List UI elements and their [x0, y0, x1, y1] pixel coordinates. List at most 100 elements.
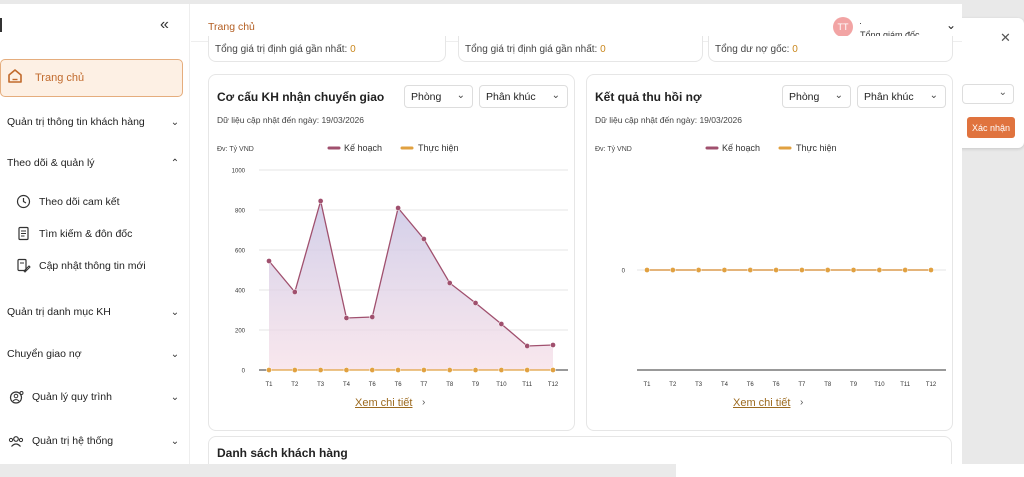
x-tick-label: T2 — [669, 382, 677, 388]
sidebar-item-process[interactable]: Quản lý quy trình ⌄ — [0, 388, 183, 406]
edit-document-icon — [14, 258, 32, 273]
breadcrumb[interactable]: Trang chủ — [208, 21, 255, 33]
sidebar-item-label: Quản trị hệ thống — [32, 435, 114, 447]
close-icon[interactable]: ✕ — [1000, 30, 1011, 45]
chart-card-debt-recovery: Kết quả thu hồi nợ Phòng ⌄ Phân khúc ⌄ D… — [586, 74, 953, 431]
sidebar-item-debt-transfer[interactable]: Chuyển giao nợ ⌄ — [0, 346, 183, 362]
sidebar-item-customer-info[interactable]: Quản trị thông tin khách hàng ⌄ — [0, 114, 183, 130]
x-tick-label: T1 — [643, 382, 651, 388]
sidebar-item-monitoring[interactable]: Theo dõi & quản lý ⌃ — [0, 155, 183, 171]
sidebar-subitem-label: Tìm kiếm & đôn đốc — [39, 227, 133, 240]
list-title: Danh sách khách hàng — [217, 446, 348, 460]
sidebar-item-home[interactable]: Trang chủ — [0, 59, 183, 97]
x-tick-label: T4 — [721, 382, 729, 388]
recovery-line-chart: Đv: Tỷ VND Kế hoạch Thực hiện 0 T1 T2 T3 T4 T… — [595, 143, 946, 388]
sidebar-subitem-label: Theo dõi cam kết — [39, 195, 120, 208]
chevron-down-icon: ⌄ — [170, 348, 180, 360]
chart-card-transfer: Cơ cấu KH nhận chuyển giao Phòng ⌄ Phân … — [208, 74, 575, 431]
stat-value: 0 — [600, 44, 606, 55]
x-tick-label: T8 — [446, 382, 454, 388]
sidebar-item-label: Theo dõi & quản lý — [7, 157, 95, 169]
data-point-plan — [291, 289, 298, 295]
confirm-button[interactable]: Xác nhận — [967, 117, 1015, 138]
data-point-plan — [550, 342, 556, 348]
legend-label-plan[interactable]: Kế hoạch — [344, 143, 382, 153]
sidebar-item-label: Chuyển giao nợ — [7, 348, 82, 360]
x-tick-label: T3 — [317, 382, 325, 388]
x-tick-label: T3 — [695, 382, 703, 388]
y-tick-label: 1000 — [232, 169, 246, 175]
x-tick-label: T7 — [798, 382, 806, 388]
sidebar-item-label: Trang chủ — [35, 72, 85, 84]
avatar[interactable]: TT — [833, 17, 853, 37]
sidebar-item-label: Quản lý quy trình — [32, 391, 112, 403]
data-point-actual — [369, 367, 376, 373]
sidebar-subitem-update-info[interactable]: Cập nhật thông tin mới — [14, 258, 146, 273]
sidebar-subitem-commitments[interactable]: Theo dõi cam kết — [14, 194, 120, 209]
dropdown-value: Phòng — [411, 90, 442, 103]
x-tick-label: T9 — [850, 382, 858, 388]
background-strip-right — [676, 464, 1024, 477]
sidebar-subitem-label: Cập nhật thông tin mới — [39, 259, 146, 272]
sidebar-item-system-admin[interactable]: Quản trị hệ thống ⌄ — [0, 432, 183, 450]
sidebar: « Trang chủ Quản trị thông tin khách hàn… — [0, 4, 190, 464]
chevron-right-icon[interactable]: › — [422, 397, 426, 408]
x-tick-label: T11 — [900, 382, 911, 388]
chevron-right-icon[interactable]: › — [800, 397, 804, 408]
dropdown-value: Phân khúc — [486, 90, 536, 103]
x-tick-label: T4 — [343, 382, 351, 388]
sidebar-subitem-search[interactable]: Tìm kiếm & đôn đốc — [14, 226, 132, 241]
x-tick-label: T10 — [874, 382, 885, 388]
segment-dropdown[interactable]: Phân khúc ⌄ — [857, 85, 946, 108]
data-point-actual — [524, 367, 531, 373]
x-tick-label: T6 — [773, 382, 781, 388]
stat-card-valuation-1: Tổng giá trị định giá gần nhất: 0 — [208, 36, 446, 62]
data-point-plan — [498, 321, 505, 327]
chevron-down-icon: ⌄ — [834, 90, 843, 101]
chevron-down-icon: ⌄ — [929, 90, 938, 101]
chevron-down-icon: ⌄ — [170, 116, 180, 128]
stat-label: Tổng giá trị định giá gần nhất: — [215, 44, 348, 55]
dropdown-value: Phân khúc — [864, 90, 914, 103]
y-tick-label: 600 — [235, 249, 246, 255]
y-tick-label: 200 — [235, 329, 246, 335]
data-point-plan — [317, 198, 324, 204]
legend-label-plan[interactable]: Kế hoạch — [722, 143, 760, 153]
data-point-actual — [317, 367, 324, 373]
legend-label-actual[interactable]: Thực hiện — [796, 143, 837, 153]
collapse-sidebar-icon[interactable]: « — [160, 16, 169, 33]
department-dropdown[interactable]: Phòng ⌄ — [782, 85, 851, 108]
legend-label-actual[interactable]: Thực hiện — [418, 143, 459, 153]
data-point-actual — [850, 267, 857, 273]
department-dropdown[interactable]: Phòng ⌄ — [404, 85, 473, 108]
chevron-down-icon[interactable]: ⌄ — [946, 18, 957, 32]
sidebar-item-customer-catalog[interactable]: Quản trị danh mục KH ⌄ — [0, 304, 183, 320]
chevron-down-icon: ⌄ — [170, 391, 180, 403]
data-point-actual — [550, 367, 556, 373]
data-point-actual — [799, 267, 805, 273]
y-tick-label: 0 — [242, 369, 246, 375]
chevron-up-icon: ⌃ — [170, 157, 180, 169]
data-point-actual — [876, 267, 883, 273]
x-tick-label: T6 — [747, 382, 755, 388]
view-detail-link[interactable]: Xem chi tiết — [733, 397, 791, 409]
sidebar-item-label: Quản trị danh mục KH — [7, 306, 111, 318]
data-point-plan — [446, 280, 453, 286]
data-point-plan — [266, 258, 272, 264]
x-tick-label: T1 — [265, 382, 273, 388]
stat-card-valuation-2: Tổng giá trị định giá gần nhất: 0 — [458, 36, 703, 62]
data-point-plan — [395, 205, 401, 211]
x-tick-label: T9 — [472, 382, 480, 388]
data-point-actual — [291, 367, 298, 373]
data-point-actual — [902, 267, 909, 273]
data-point-actual — [498, 367, 505, 373]
area-plan — [269, 201, 553, 370]
popup-select[interactable]: ⌄ — [962, 84, 1014, 104]
card-title: Cơ cấu KH nhận chuyển giao — [217, 90, 385, 104]
view-detail-link[interactable]: Xem chi tiết — [355, 397, 413, 409]
chevron-down-icon: ⌄ — [998, 87, 1007, 98]
y-tick-label: 0 — [622, 269, 626, 275]
segment-dropdown[interactable]: Phân khúc ⌄ — [479, 85, 568, 108]
y-tick-label: 800 — [235, 209, 246, 215]
data-point-actual — [928, 267, 934, 273]
